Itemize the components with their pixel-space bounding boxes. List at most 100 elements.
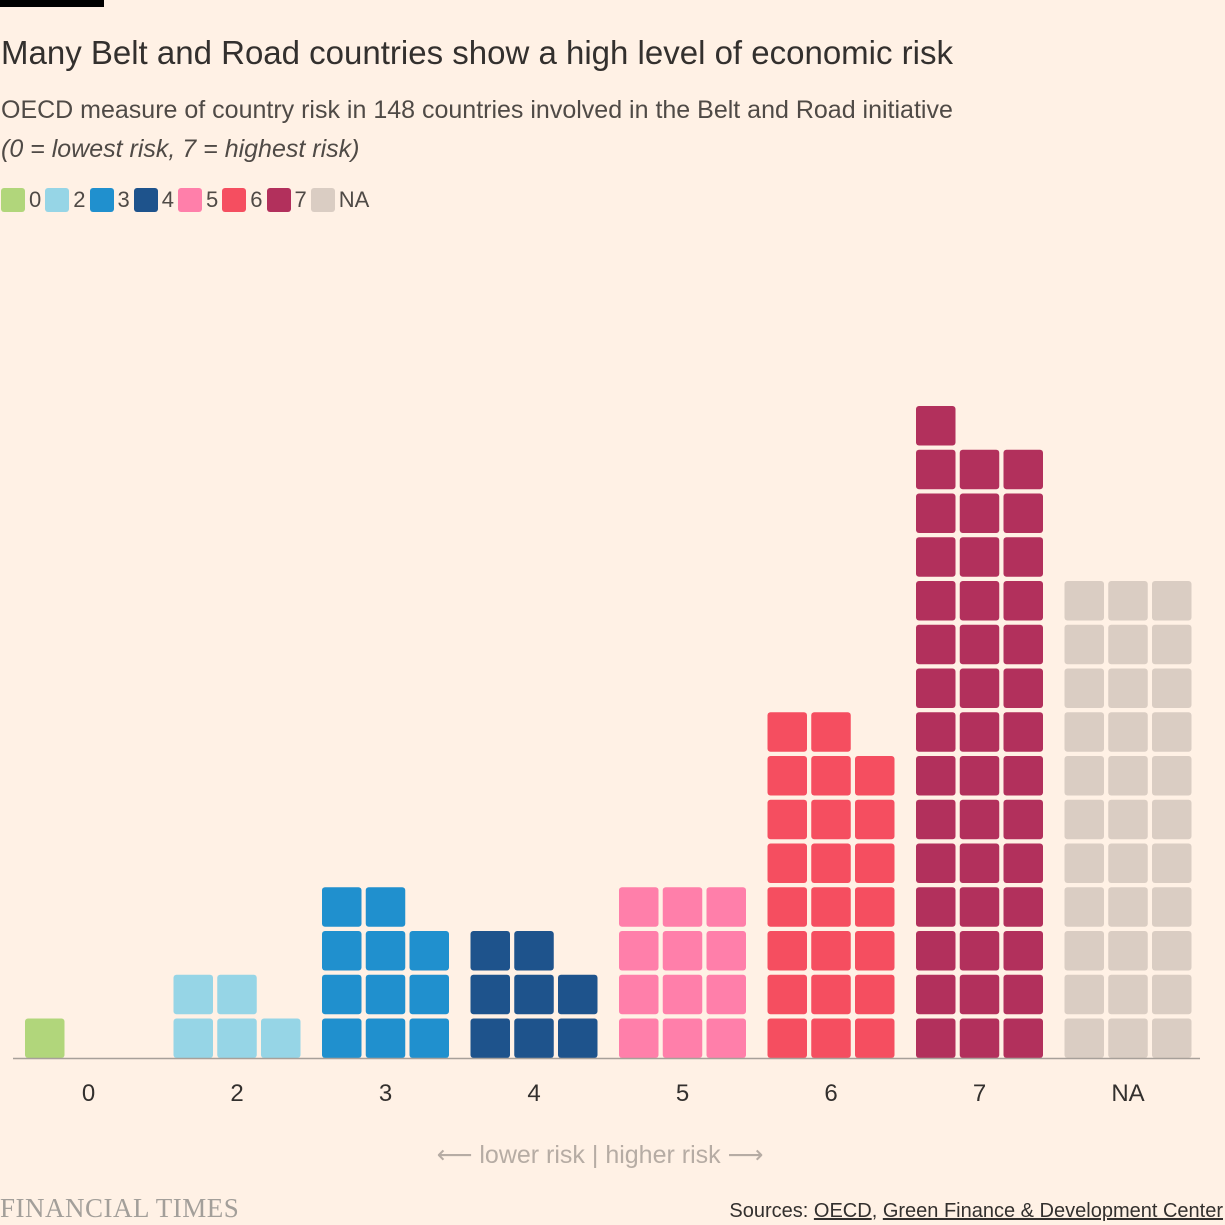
ft-logo: FINANCIAL TIMES	[0, 1193, 240, 1223]
legend-swatch	[45, 188, 70, 212]
waffle-square	[1152, 581, 1192, 621]
waffle-square	[322, 931, 362, 971]
waffle-square	[1064, 974, 1104, 1015]
waffle-square	[409, 974, 449, 1015]
waffle-square	[916, 449, 956, 490]
waffle-square	[1003, 931, 1043, 971]
legend-item: NA	[310, 187, 370, 213]
waffle-square	[1064, 581, 1104, 621]
x-tick-label: 4	[527, 1080, 540, 1107]
waffle-square	[1108, 712, 1148, 752]
waffle-square	[470, 931, 510, 971]
waffle-square	[1003, 843, 1043, 883]
waffle-square	[767, 931, 807, 971]
waffle-square	[811, 799, 851, 840]
legend-item: 7	[266, 187, 307, 213]
waffle-square	[1152, 712, 1192, 752]
sources-separator: ,	[871, 1200, 883, 1222]
waffle-square	[1152, 756, 1192, 796]
waffle-square	[959, 449, 1000, 490]
waffle-square	[365, 887, 406, 927]
waffle-square	[173, 974, 213, 1015]
x-tick-label: 7	[973, 1080, 986, 1107]
waffle-square	[767, 712, 807, 752]
legend-swatch	[178, 188, 202, 212]
waffle-square	[916, 624, 956, 665]
waffle-square	[959, 668, 1000, 708]
waffle-square	[916, 799, 956, 840]
waffle-square	[1152, 974, 1192, 1015]
waffle-square	[767, 799, 807, 840]
waffle-square	[706, 974, 746, 1015]
waffle-square	[1003, 493, 1043, 533]
waffle-square	[767, 1018, 807, 1058]
waffle-square	[662, 887, 703, 927]
waffle-square	[470, 974, 510, 1015]
waffle-square	[619, 931, 659, 971]
waffle-square	[1064, 668, 1104, 708]
waffle-square	[959, 537, 1000, 577]
waffle-square	[811, 712, 851, 752]
legend-swatch	[266, 188, 291, 212]
waffle-square	[514, 1018, 554, 1058]
waffle-square	[322, 974, 362, 1015]
legend-label: NA	[338, 187, 370, 212]
waffle-square	[409, 931, 449, 971]
waffle-square	[916, 931, 956, 971]
waffle-square	[1108, 1018, 1148, 1058]
waffle-square	[916, 974, 956, 1015]
waffle-square	[706, 1018, 746, 1058]
waffle-square	[1003, 974, 1043, 1015]
legend-swatch	[89, 188, 114, 212]
x-tick-label: 6	[824, 1080, 837, 1107]
waffle-square	[619, 887, 659, 927]
waffle-square	[365, 1018, 406, 1058]
waffle-square	[1003, 756, 1043, 796]
waffle-square	[916, 406, 956, 446]
waffle-square	[1003, 668, 1043, 708]
waffle-square	[855, 799, 895, 840]
waffle-square	[1003, 712, 1043, 752]
waffle-square	[855, 887, 895, 927]
waffle-square	[217, 1018, 257, 1058]
legend-label: 4	[161, 187, 174, 212]
waffle-square	[767, 887, 807, 927]
waffle-square	[322, 887, 362, 927]
risk-direction-label: ⟵ lower risk | higher risk ⟶	[436, 1141, 764, 1169]
waffle-square	[558, 974, 598, 1015]
waffle-square	[1108, 668, 1148, 708]
waffle-square	[1108, 931, 1148, 971]
waffle-square	[959, 756, 1000, 796]
waffle-square	[662, 931, 703, 971]
waffle-square	[916, 1018, 956, 1058]
waffle-square	[811, 974, 851, 1015]
waffle-square	[1064, 756, 1104, 796]
legend-item: 4	[133, 187, 174, 213]
waffle-square	[959, 493, 1000, 533]
waffle-square	[916, 537, 956, 577]
waffle-square	[1003, 449, 1043, 490]
waffle-square	[855, 843, 895, 883]
waffle-square	[959, 712, 1000, 752]
waffle-square	[1152, 668, 1192, 708]
waffle-square	[706, 887, 746, 927]
waffle-square	[1064, 712, 1104, 752]
waffle-square	[514, 931, 554, 971]
waffle-square	[706, 931, 746, 971]
waffle-square	[811, 843, 851, 883]
waffle-square	[1064, 843, 1104, 883]
source-link-gfdc[interactable]: Green Finance & Development Center	[882, 1200, 1223, 1222]
waffle-square	[1152, 1018, 1192, 1058]
waffle-square	[1152, 931, 1192, 971]
waffle-square	[25, 1018, 65, 1058]
legend-swatch	[310, 188, 335, 212]
sources: Sources: OECD, Green Finance & Developme…	[729, 1200, 1223, 1223]
source-link-oecd[interactable]: OECD	[813, 1200, 872, 1222]
waffle-square	[1003, 624, 1043, 665]
waffle-square	[1064, 931, 1104, 971]
chart-subtitle: OECD measure of country risk in 148 coun…	[1, 96, 953, 124]
legend-item: 5	[178, 187, 218, 213]
waffle-square	[959, 1018, 1000, 1058]
waffle-square	[173, 1018, 213, 1058]
waffle-square	[959, 624, 1000, 665]
